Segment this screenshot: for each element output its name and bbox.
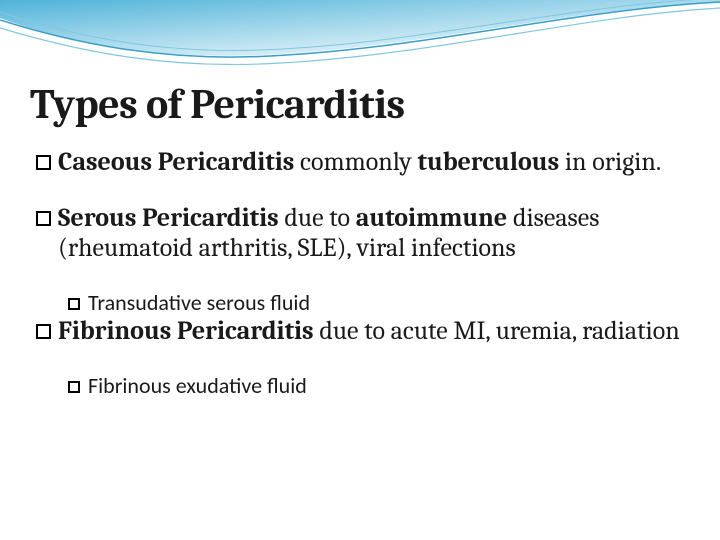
sub-list-item-text: Fibrinous exudative fluid xyxy=(88,372,307,399)
list-item: Caseous Pericarditis commonly tuberculou… xyxy=(30,147,690,177)
list-item-text: Fibrinous Pericarditis due to acute MI, … xyxy=(58,316,690,346)
list-item-text: Caseous Pericarditis commonly tuberculou… xyxy=(58,147,690,177)
slide-content: Types of Pericarditis Caseous Pericardit… xyxy=(30,80,690,399)
list-item-text: Serous Pericarditis due to autoimmune di… xyxy=(58,203,690,263)
square-bullet-icon xyxy=(36,147,58,177)
square-bullet-icon xyxy=(68,372,88,399)
square-bullet-icon xyxy=(36,316,58,346)
list-item: Serous Pericarditis due to autoimmune di… xyxy=(30,203,690,263)
sub-list-item: Transudative serous fluid xyxy=(30,289,690,316)
wave-decoration xyxy=(0,0,720,75)
bullet-list: Caseous Pericarditis commonly tuberculou… xyxy=(30,147,690,399)
slide-title: Types of Pericarditis xyxy=(30,80,690,129)
square-bullet-icon xyxy=(36,203,58,263)
square-bullet-icon xyxy=(68,289,88,316)
sub-list-item: Fibrinous exudative fluid xyxy=(30,372,690,399)
sub-list-item-text: Transudative serous fluid xyxy=(88,289,310,316)
list-item: Fibrinous Pericarditis due to acute MI, … xyxy=(30,316,690,346)
